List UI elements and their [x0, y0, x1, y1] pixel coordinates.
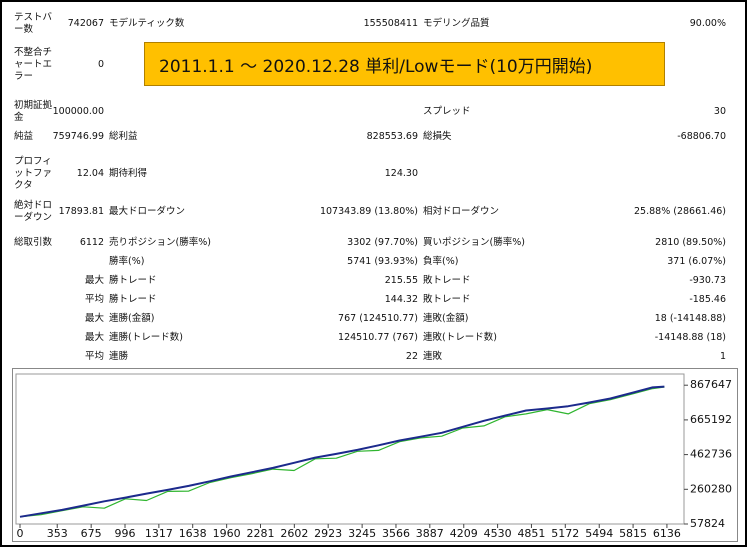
field-value: 17893.81 — [58, 206, 104, 217]
field-value: 22 — [405, 351, 418, 362]
field-label: テストバー数 — [14, 12, 53, 35]
x-tick-label: 675 — [81, 527, 102, 540]
y-tick-label: 57824 — [690, 517, 725, 530]
field-label: 相対ドローダウン — [423, 206, 500, 217]
field-value: 18 (-14148.88) — [654, 313, 726, 324]
field-label: 総損失 — [423, 131, 452, 142]
field-label: 総取引数 — [14, 237, 53, 248]
x-tick-label: 4530 — [484, 527, 512, 540]
field-value: 5741 (93.93%) — [347, 256, 418, 267]
field-label: 勝トレード — [109, 294, 157, 305]
x-tick-label: 996 — [115, 527, 136, 540]
x-tick-label: 4209 — [450, 527, 478, 540]
x-tick-label: 2281 — [246, 527, 274, 540]
field-label: プロフィットファクタ — [14, 156, 53, 191]
field-label: 総利益 — [109, 131, 138, 142]
field-label: 買いポジション(勝率%) — [423, 237, 525, 248]
field-label: 初期証拠金 — [14, 100, 53, 123]
field-label: 絶対ドローダウン — [14, 200, 53, 223]
field-label: 負率(%) — [423, 256, 459, 267]
field-label: 連敗(トレード数) — [423, 332, 497, 343]
y-tick-label: 665192 — [690, 413, 732, 426]
field-value: 90.00% — [689, 18, 726, 29]
field-label: 敗トレード — [423, 294, 471, 305]
field-value: 30 — [713, 106, 726, 117]
field-label: モデリング品質 — [423, 18, 490, 29]
field-value: 124510.77 (767) — [338, 332, 418, 343]
field-value: 25.88% (28661.46) — [634, 206, 726, 217]
field-value: 最大 — [84, 313, 104, 324]
x-tick-label: 5172 — [551, 527, 579, 540]
x-tick-label: 5494 — [585, 527, 613, 540]
field-label: 売りポジション(勝率%) — [109, 237, 211, 248]
x-tick-label: 1960 — [213, 527, 241, 540]
x-tick-label: 3245 — [348, 527, 376, 540]
field-label: 勝トレード — [109, 275, 157, 286]
x-tick-label: 353 — [47, 527, 68, 540]
field-label: 純益 — [14, 131, 34, 142]
field-label: 最大ドローダウン — [109, 206, 186, 217]
field-value: 767 (124510.77) — [338, 313, 418, 324]
field-value: 平均 — [84, 351, 104, 362]
field-label: 不整合チャートエラー — [14, 47, 53, 82]
x-tick-label: 3566 — [382, 527, 410, 540]
field-value: 3302 (97.70%) — [347, 237, 418, 248]
y-tick-label: 462736 — [690, 448, 732, 461]
field-value: -930.73 — [689, 275, 726, 286]
field-value: 最大 — [84, 332, 104, 343]
x-tick-label: 3887 — [416, 527, 444, 540]
field-value: 759746.99 — [52, 131, 104, 142]
field-value: 6112 — [79, 237, 104, 248]
field-value: 144.32 — [384, 294, 418, 305]
field-value: 155508411 — [363, 18, 418, 29]
field-value: -185.46 — [689, 294, 726, 305]
x-tick-label: 2923 — [314, 527, 342, 540]
field-label: 敗トレード — [423, 275, 471, 286]
field-label: 連勝(金額) — [109, 313, 155, 324]
field-value: 742067 — [67, 18, 104, 29]
field-label: モデルティック数 — [109, 18, 185, 29]
field-label: 勝率(%) — [109, 256, 145, 267]
field-value: 124.30 — [384, 168, 418, 179]
field-label: スプレッド — [423, 106, 471, 117]
field-value: 2810 (89.50%) — [655, 237, 726, 248]
field-label: 連敗(金額) — [423, 313, 469, 324]
x-tick-label: 1317 — [145, 527, 173, 540]
plot-area — [15, 373, 685, 525]
field-value: 828553.69 — [366, 131, 418, 142]
chart: 残高有効証拠金全ティック(利用可能な最小時間枠を使いすべてのティックを生成する、… — [12, 368, 738, 542]
x-tick-label: 0 — [17, 527, 24, 540]
y-tick-label: 867647 — [690, 378, 732, 391]
field-label: 連敗 — [423, 351, 443, 362]
x-tick-label: 6136 — [653, 527, 681, 540]
field-value: 1 — [719, 351, 726, 362]
x-tick-label: 2602 — [280, 527, 308, 540]
field-value: 371 (6.07%) — [667, 256, 726, 267]
field-value: 107343.89 (13.80%) — [319, 206, 418, 217]
series-line — [19, 386, 665, 518]
field-value: -68806.70 — [677, 131, 726, 142]
field-value: 最大 — [84, 275, 104, 286]
banner: 2011.1.1 ～ 2020.12.28 単利/Lowモード(10万円開始) — [144, 42, 665, 86]
y-tick-label: 260280 — [690, 482, 732, 495]
field-label: 連勝 — [109, 351, 129, 362]
x-tick-label: 1638 — [179, 527, 207, 540]
field-label: 連勝(トレード数) — [109, 332, 183, 343]
field-label: 期待利得 — [109, 168, 148, 179]
field-value: 12.04 — [76, 168, 104, 179]
series-line — [19, 385, 665, 518]
field-value: 0 — [97, 59, 104, 70]
field-value: -14148.88 (18) — [654, 332, 726, 343]
x-tick-label: 5815 — [619, 527, 647, 540]
field-value: 平均 — [84, 294, 104, 305]
field-value: 215.55 — [384, 275, 418, 286]
x-tick-label: 4851 — [517, 527, 545, 540]
field-value: 100000.00 — [52, 106, 104, 117]
